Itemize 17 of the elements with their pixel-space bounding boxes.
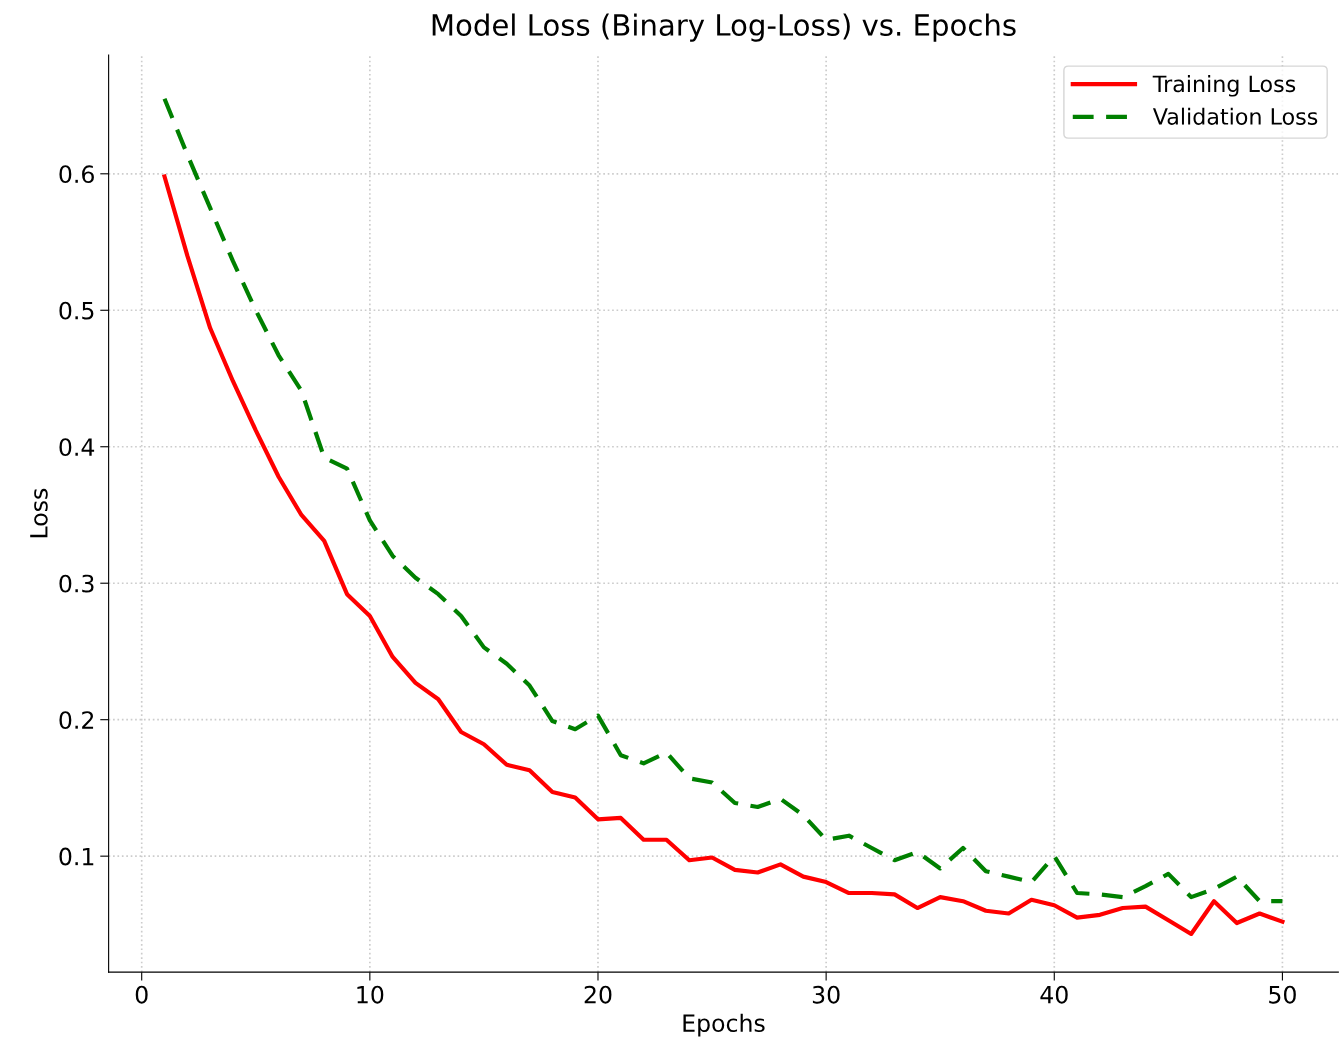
legend-label: Training Loss: [1152, 75, 1296, 97]
x-tick-label: 40: [1040, 985, 1068, 1004]
y-tick-label: 0.3: [59, 574, 94, 593]
x-tick-label: 20: [584, 985, 612, 1004]
y-tick-label: 0.5: [59, 301, 94, 320]
y-tick-label: 0.6: [59, 165, 94, 184]
y-axis-title: Loss: [30, 488, 48, 538]
chart-title: Model Loss (Binary Log-Loss) vs. Epochs: [432, 13, 1016, 42]
x-tick-label: 30: [812, 985, 840, 1004]
legend-label: Validation Loss: [1152, 107, 1318, 125]
y-tick-label: 0.4: [59, 438, 95, 457]
y-tick-label: 0.1: [59, 847, 94, 866]
x-tick-label: 0: [135, 985, 148, 1004]
x-tick-label: 50: [1269, 985, 1296, 1004]
x-tick-label: 10: [357, 985, 384, 1004]
y-tick-label: 0.2: [59, 711, 94, 729]
x-axis-title: Epochs: [683, 1013, 765, 1037]
